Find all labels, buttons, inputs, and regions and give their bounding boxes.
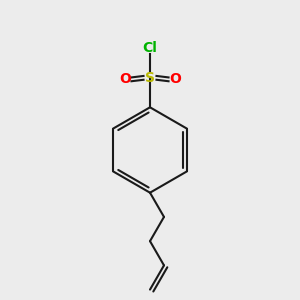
Text: Cl: Cl (142, 41, 158, 56)
Text: O: O (119, 72, 131, 86)
Text: O: O (169, 72, 181, 86)
Text: S: S (145, 71, 155, 85)
